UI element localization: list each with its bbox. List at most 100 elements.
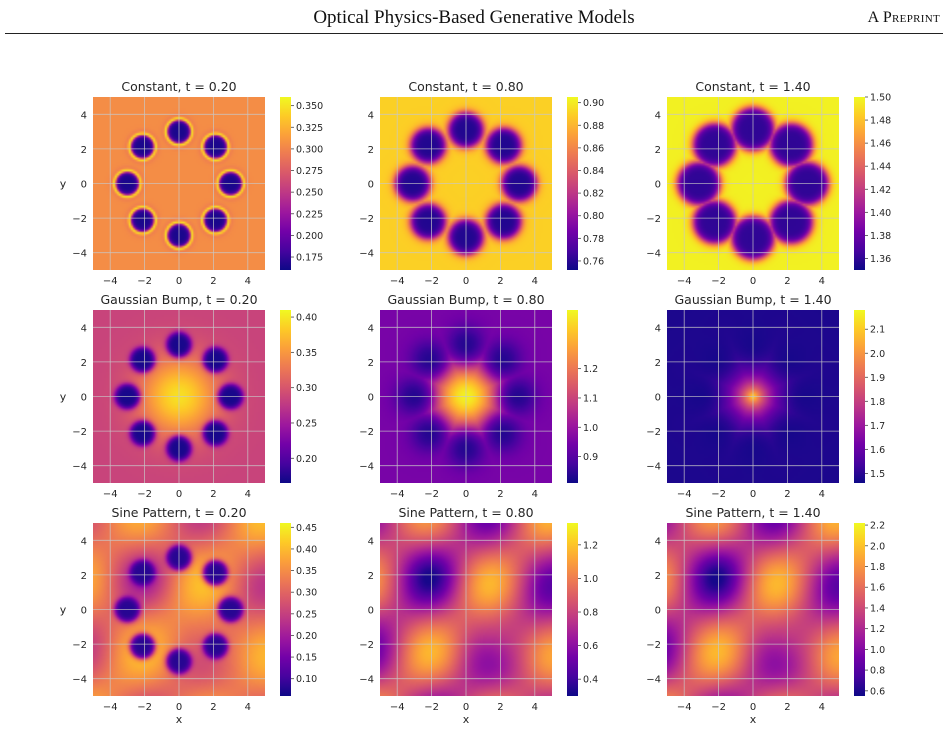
x-axis-label: x [463, 713, 470, 726]
colorbar-tick-label: 1.0 [583, 574, 598, 585]
x-tick-label: −4 [677, 702, 692, 713]
y-tick-label: 2 [81, 571, 87, 582]
colorbar-tick-label: 1.0 [583, 423, 598, 434]
colorbar-tick-label: 0.300 [296, 144, 323, 155]
panel-title: Constant, t = 0.20 [121, 79, 236, 94]
y-axis-label: y [60, 391, 67, 404]
y-tick-label: −2 [72, 214, 87, 225]
y-tick-label: 4 [368, 110, 374, 121]
y-tick-label: 2 [81, 358, 87, 369]
x-tick-label: −2 [711, 276, 726, 287]
colorbar-tick-label: 0.40 [296, 313, 317, 324]
x-axis-label: x [176, 713, 183, 726]
colorbar-tick-label: 0.9 [583, 452, 598, 463]
colorbar-tick-label: 0.35 [296, 348, 317, 359]
y-tick-label: −4 [646, 675, 661, 686]
y-tick-label: −4 [646, 249, 661, 260]
running-title: Optical Physics-Based Generative Models [313, 7, 635, 28]
x-tick-label: 0 [176, 489, 182, 500]
y-tick-label: 2 [655, 358, 661, 369]
y-tick-label: 2 [655, 571, 661, 582]
x-tick-label: 4 [819, 702, 825, 713]
colorbar-tick-label: 0.4 [583, 675, 598, 686]
page-header: Optical Physics-Based Generative Models … [0, 0, 948, 34]
colorbar-tick-label: 1.2 [870, 624, 885, 635]
x-tick-label: −2 [137, 489, 152, 500]
colorbar [280, 310, 291, 483]
y-tick-label: −4 [359, 462, 374, 473]
x-tick-label: 0 [750, 276, 756, 287]
panel-title: Gaussian Bump, t = 0.80 [387, 292, 544, 307]
colorbar-tick-label: 0.6 [583, 641, 598, 652]
y-tick-label: −2 [359, 214, 374, 225]
colorbar-tick-label: 0.78 [583, 234, 604, 245]
y-tick-label: −4 [359, 675, 374, 686]
y-tick-label: 2 [368, 145, 374, 156]
colorbar-tick-label: 1.8 [870, 562, 885, 573]
x-tick-label: 2 [784, 276, 790, 287]
y-tick-label: −2 [359, 427, 374, 438]
x-tick-label: 0 [750, 702, 756, 713]
colorbar [567, 97, 578, 270]
x-tick-label: −2 [137, 702, 152, 713]
y-tick-label: 4 [655, 323, 661, 334]
x-tick-label: −2 [424, 489, 439, 500]
y-tick-label: 0 [81, 606, 87, 617]
colorbar-tick-label: 1.0 [870, 645, 885, 656]
y-tick-label: −2 [646, 214, 661, 225]
colorbar-tick-label: 1.6 [870, 583, 885, 594]
colorbar [280, 523, 291, 696]
x-tick-label: −4 [390, 276, 405, 287]
colorbar-tick-label: 0.20 [296, 454, 317, 465]
colorbar-tick-label: 0.82 [583, 189, 604, 200]
colorbar-tick-label: 1.38 [870, 231, 891, 242]
y-tick-label: 2 [368, 571, 374, 582]
y-tick-label: 2 [368, 358, 374, 369]
y-tick-label: −4 [646, 462, 661, 473]
y-tick-label: −2 [646, 640, 661, 651]
colorbar-tick-label: 1.2 [583, 364, 598, 375]
y-tick-label: −2 [72, 640, 87, 651]
y-tick-label: −4 [359, 249, 374, 260]
panel-title: Sine Pattern, t = 0.80 [398, 505, 533, 520]
y-axis-label: y [60, 604, 67, 617]
colorbar [854, 97, 865, 270]
x-tick-label: 2 [497, 276, 503, 287]
x-tick-label: −4 [103, 276, 118, 287]
colorbar-tick-label: 0.350 [296, 101, 323, 112]
x-tick-label: 2 [210, 276, 216, 287]
colorbar-tick-label: 1.42 [870, 185, 891, 196]
colorbar-tick-label: 2.0 [870, 349, 885, 360]
y-tick-label: −2 [72, 427, 87, 438]
y-tick-label: 0 [655, 180, 661, 191]
colorbar-tick-label: 0.200 [296, 231, 323, 242]
x-tick-label: −2 [711, 489, 726, 500]
x-tick-label: 4 [532, 702, 538, 713]
colorbar-tick-label: 0.84 [583, 166, 604, 177]
x-tick-label: −2 [137, 276, 152, 287]
colorbar-tick-label: 1.44 [870, 162, 891, 173]
colorbar-tick-label: 1.36 [870, 254, 891, 265]
panel-title: Constant, t = 0.80 [408, 79, 523, 94]
y-tick-label: 0 [655, 606, 661, 617]
colorbar-tick-label: 0.8 [583, 608, 598, 619]
x-tick-label: −2 [711, 702, 726, 713]
y-tick-label: −4 [72, 675, 87, 686]
colorbar-tick-label: 0.225 [296, 209, 323, 220]
colorbar-tick-label: 1.50 [870, 93, 891, 104]
y-tick-label: 0 [368, 606, 374, 617]
x-tick-label: 4 [245, 276, 251, 287]
x-tick-label: 4 [532, 276, 538, 287]
colorbar-tick-label: 1.48 [870, 116, 891, 127]
y-tick-label: 4 [655, 536, 661, 547]
colorbar-tick-label: 1.8 [870, 397, 885, 408]
y-tick-label: 0 [368, 180, 374, 191]
colorbar [567, 523, 578, 696]
colorbar-tick-label: 0.86 [583, 143, 604, 154]
colorbar-tick-label: 0.250 [296, 188, 323, 199]
colorbar-tick-label: 2.0 [870, 541, 885, 552]
x-tick-label: 0 [463, 489, 469, 500]
y-tick-label: 0 [81, 180, 87, 191]
colorbar-tick-label: 2.1 [870, 325, 885, 336]
header-rule [5, 33, 943, 34]
